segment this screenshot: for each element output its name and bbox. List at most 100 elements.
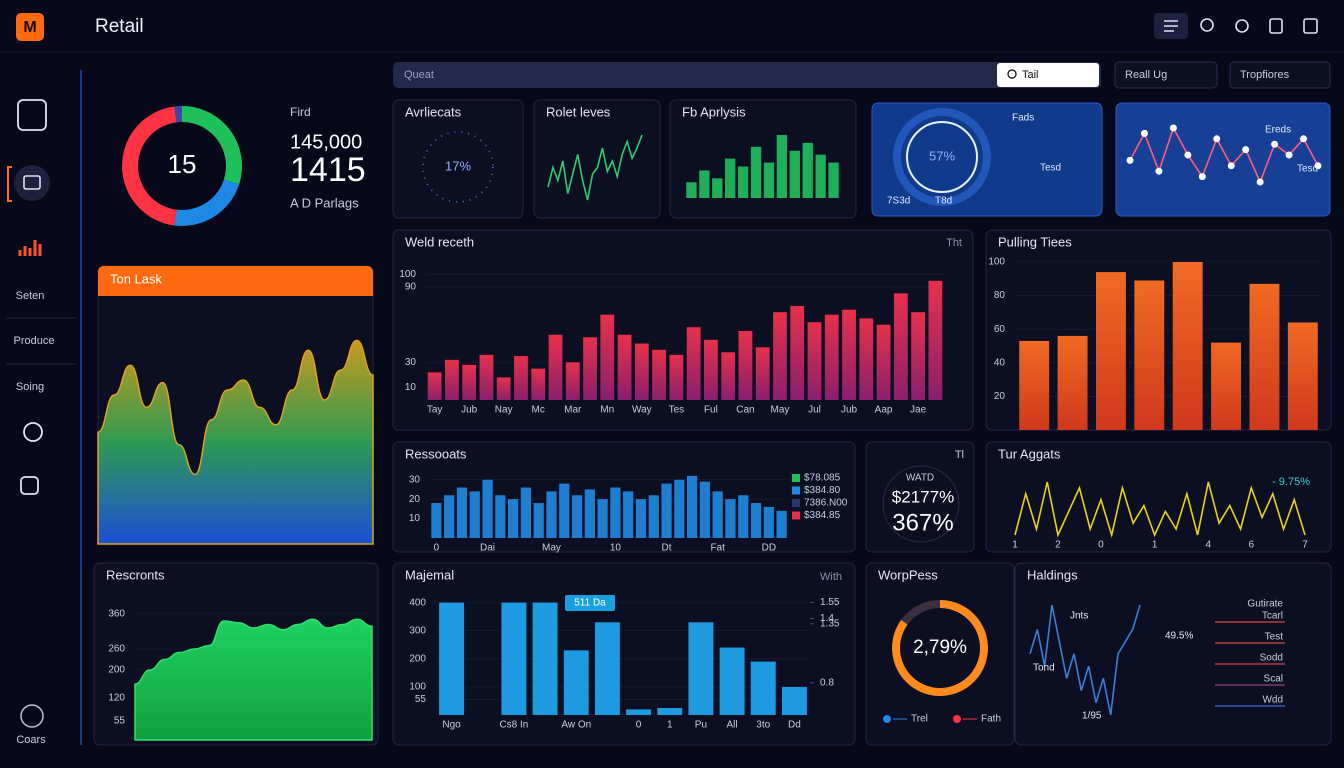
panel-title: Haldings [1027,567,1078,582]
annotation: 511 Da [574,598,606,609]
x-tick-label: 1 [1012,540,1018,551]
legend-label: Tcarl [1262,611,1283,622]
bar [699,170,710,198]
panel-title: Avrliecats [405,104,462,119]
annotation: Ereds [1265,125,1291,136]
bar [828,162,839,198]
nav-icon-find[interactable] [23,422,43,442]
x-tick-label: Nay [495,405,513,416]
panel [1014,562,1332,746]
y-tick-label: 20 [994,391,1006,402]
bar [776,135,788,198]
summary-label: Fird [290,105,311,119]
bar [1249,283,1280,430]
point [1256,178,1264,186]
save-icon[interactable] [1269,18,1283,34]
x-tick-label: Can [736,405,754,416]
y-tick-label: 260 [108,644,125,655]
filter[interactable] [1229,61,1331,89]
y-tick-label: 100 [988,257,1005,268]
nav-icon-docs[interactable] [17,99,47,131]
bar [750,503,762,538]
bar [444,495,455,538]
nav-icon-box[interactable] [20,476,39,495]
point [1227,162,1235,170]
filter[interactable] [1114,61,1218,89]
user-icon[interactable] [20,704,44,728]
y-tick-label: 30 [409,474,421,485]
nav-icon-chart[interactable] [18,240,42,256]
pie-segment [182,106,242,185]
bar [776,510,787,538]
x-tick-label: Dt [662,543,672,554]
nav-item[interactable]: Soing [16,381,44,393]
search-icon[interactable] [1200,18,1214,32]
dial-halo [893,108,991,206]
bar [712,178,723,198]
x-tick-label: Way [632,405,652,416]
panel [865,441,975,553]
center-label: 15 [168,149,197,179]
bar [789,150,800,198]
panel-title: Fb Aprlysis [682,104,746,119]
x-tick-label: Jae [910,405,927,416]
x-tick-label: Mn [600,405,614,416]
panel [1115,102,1331,217]
bar [1057,335,1088,430]
bar [623,491,634,538]
x-tick-label: Mar [564,405,582,416]
bar [738,495,749,538]
bar [669,354,684,400]
point [1198,173,1206,181]
annotation: Tesd [1297,164,1318,175]
search-button[interactable] [997,63,1099,87]
legend-label: Test [1265,632,1284,643]
nav-icon-mail-bg[interactable] [14,165,50,201]
panel [392,99,524,219]
nav-active [7,166,12,202]
bar [571,495,583,538]
nav-item[interactable]: Seten [16,290,45,302]
y-tick-label: 120 [108,693,125,704]
y-tick-label: 200 [409,653,426,664]
nav-item[interactable]: Produce [14,335,55,347]
refresh-icon[interactable] [1235,19,1249,33]
bar [548,334,563,400]
point [1213,135,1221,143]
bar [686,475,698,538]
app-title: Retail [95,16,144,37]
stat-value: $2177% [892,487,954,506]
nav-footer[interactable]: Coars [16,734,46,746]
bar [703,339,718,400]
search-bar[interactable] [393,62,1101,88]
x-tick-label: 1 [667,720,673,731]
bar [533,503,544,538]
x-tick-label: Dai [480,543,495,554]
bar [725,158,736,198]
y2-tick-label: 1.35 [820,618,840,629]
y-tick-label: 40 [994,357,1006,368]
share-icon[interactable] [1303,18,1318,34]
bar [721,352,736,400]
bar [815,154,826,198]
y-tick-label: 80 [994,290,1006,301]
x-tick-label: 0 [636,720,642,731]
bar [634,343,649,400]
bar [893,293,908,400]
legend-label: 7386.N00 [804,498,848,509]
y-tick-label: 100 [399,269,416,280]
x-tick-label: Tes [669,405,685,416]
legend-swatch [792,511,800,520]
menu-icon [1164,20,1178,32]
bar [626,709,652,715]
point [1285,151,1293,159]
y2-tick-label: 1.55 [820,597,840,608]
bar [431,503,442,538]
center-label: 2,79% [913,637,967,658]
bar [584,489,595,538]
x-tick-label: 0 [1098,540,1104,551]
filter-text: Tropfiores [1240,69,1290,81]
x-tick-label: Dd [788,720,801,731]
logo[interactable] [16,13,44,41]
bar [773,312,787,400]
